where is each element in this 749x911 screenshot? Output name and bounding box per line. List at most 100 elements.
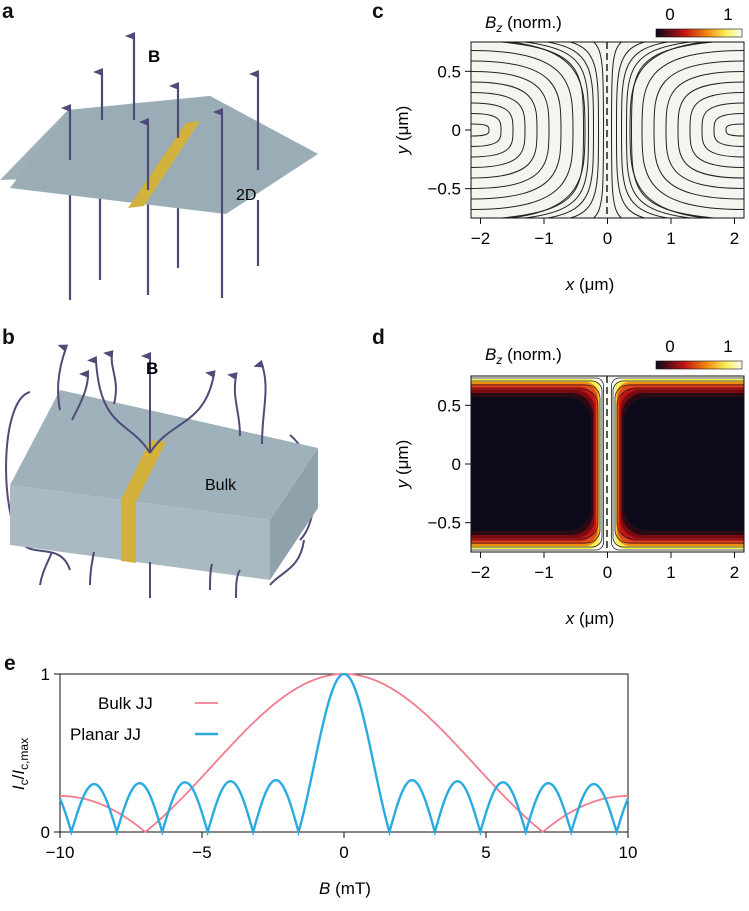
heatmap-d (471, 376, 744, 552)
junction-stripe-bulk-front (121, 500, 136, 563)
legend-bulk-label: Bulk JJ (98, 694, 153, 713)
panel-label-d: d (372, 326, 385, 349)
panel-e-chart: −10 −5 0 5 10 0 1 Bulk JJ Planar JJ B (mT) Ic/… (9, 665, 638, 898)
field-label-b: B (146, 359, 158, 378)
contour-line (653, 60, 744, 200)
colorbar-d (655, 360, 743, 370)
surface-label-bulk: Bulk (205, 477, 237, 494)
contour-line (471, 102, 514, 158)
panel-label-e: e (4, 652, 16, 675)
ylabel-d: y (μm) (393, 440, 412, 490)
x-tick-label: −2 (471, 563, 490, 582)
y-tick-label: 1 (41, 665, 50, 684)
contour-line (471, 50, 574, 210)
x-tick-label: 0 (603, 563, 612, 582)
bulk-top-face (10, 390, 318, 520)
field-lines-bulk-above (57, 344, 267, 454)
x-tick-label: −2 (471, 229, 490, 248)
contour-line (471, 123, 490, 137)
field-lines-bulk-below (39, 539, 305, 599)
y-tick-label: 0.5 (437, 396, 461, 415)
contour-line (621, 42, 668, 218)
contour-line (471, 60, 562, 200)
xlabel-d: x (μm) (565, 609, 615, 628)
junction-stripe-bulk-top (121, 440, 166, 502)
panel-c-title: Bz (norm.) (485, 13, 562, 35)
panel-label-a: a (2, 0, 14, 23)
y-tick-label: 0 (452, 455, 461, 474)
heatmap-band (471, 397, 591, 531)
contour-line (616, 42, 645, 218)
x-tick-label: 10 (619, 843, 638, 862)
x-tick-label: 2 (730, 229, 739, 248)
heatmap-contour (614, 384, 744, 544)
ylabel-c: y (μm) (393, 106, 412, 156)
heatmap-contour (471, 377, 604, 551)
contour-line (471, 92, 526, 168)
contour-line (547, 42, 594, 218)
contour-line (631, 42, 714, 218)
x-tick-label: −10 (46, 843, 75, 862)
contour-line (501, 42, 584, 218)
contour-line (626, 42, 691, 218)
colorbar-c (655, 28, 743, 38)
contour-line (471, 113, 502, 147)
panel-label-b: b (2, 326, 15, 349)
colorbar-c-min: 0 (665, 5, 674, 24)
ylabel-e: Ic/Ic,max (9, 738, 31, 790)
junction-stripe-2d (128, 121, 200, 208)
contour-line (701, 102, 744, 158)
contour-line (725, 123, 744, 137)
field-lines-above (61, 32, 260, 215)
colorbar-d-min: 0 (665, 337, 674, 356)
plate-2d-surface (10, 96, 318, 214)
legend-planar-label: Planar JJ (70, 725, 141, 744)
bulk-front-face (10, 485, 270, 580)
panel-label-c: c (372, 0, 384, 23)
x-tick-label: 1 (666, 563, 675, 582)
contour-lines-c (471, 42, 744, 218)
xlabel-e: B (mT) (319, 879, 371, 898)
y-tick-label: 0 (452, 121, 461, 140)
x-tick-label: 0 (339, 843, 348, 862)
y-tick-label: 0 (41, 823, 50, 842)
heatmap-contour (471, 384, 601, 544)
bulk-side-face (270, 448, 318, 580)
heatmap-contour (471, 380, 603, 548)
panel-c-plot: Bz (norm.) 0 1 −2 −1 0 1 2 0.5 0 −0.5 x (μm) y … (393, 5, 745, 294)
x-tick-label: 5 (481, 843, 490, 862)
field-label-a: B (148, 47, 160, 66)
y-tick-label: 0.5 (437, 62, 461, 81)
contour-line (641, 50, 744, 210)
contour-line (611, 42, 622, 218)
x-tick-label: −1 (534, 229, 553, 248)
contour-line (471, 81, 538, 179)
heatmap-contour (471, 388, 599, 540)
contour-line (524, 42, 589, 218)
x-tick-label: −1 (534, 563, 553, 582)
surface-label-2d: 2D (236, 187, 256, 204)
contour-line (689, 92, 744, 168)
panel-b-illustration: B Bulk (5, 344, 318, 599)
x-tick-label: 2 (730, 563, 739, 582)
panel-d-plot: Bz (norm.) 0 1 −2 −1 0 1 2 0.5 0 −0.5 x (μm) y … (393, 337, 745, 628)
series-planar-jj-line (58, 672, 630, 837)
heatmap-contour (616, 388, 744, 540)
contour-line (593, 42, 604, 218)
y-tick-label: −0.5 (427, 180, 461, 199)
colorbar-c-max: 1 (723, 5, 732, 24)
contour-line (665, 71, 744, 189)
panel-d-title: Bz (norm.) (485, 345, 562, 367)
x-tick-label: 1 (666, 229, 675, 248)
heatmap-contour (612, 380, 744, 548)
panel-a-illustration: B 2D (0, 32, 318, 300)
y-tick-label: −0.5 (427, 514, 461, 533)
contour-line (570, 42, 599, 218)
contour-line (677, 81, 744, 179)
colorbar-d-max: 1 (723, 337, 732, 356)
x-tick-label: 0 (603, 229, 612, 248)
contour-line (471, 71, 550, 189)
x-tick-label: −5 (192, 843, 211, 862)
heatmap-contour (611, 377, 744, 551)
contour-line (713, 113, 744, 147)
